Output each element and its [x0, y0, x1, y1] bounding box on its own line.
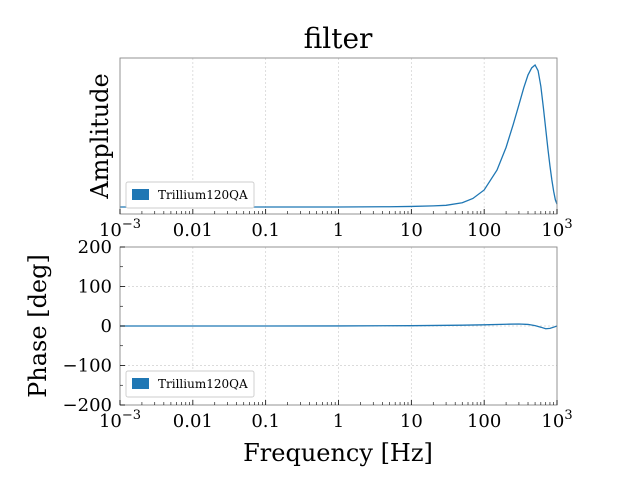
phase-x-axis-label: Frequency [Hz]: [243, 439, 433, 467]
chart-title: filter: [304, 22, 373, 55]
x-tick-exponent: 3: [564, 217, 572, 232]
amplitude-y-axis-label: Amplitude: [86, 73, 114, 199]
y-tick-label: −100: [63, 356, 112, 377]
phase-legend-swatch: [132, 378, 149, 389]
x-tick-exponent: −3: [122, 217, 141, 232]
y-tick-label: 0: [101, 316, 112, 337]
phase-series-line: [120, 323, 558, 330]
x-tick-label: 0.01: [173, 411, 213, 432]
amplitude-legend: Trillium120QA: [125, 181, 255, 209]
x-tick-label: 1: [333, 411, 344, 432]
x-tick-exponent: −3: [122, 408, 141, 423]
amplitude-panel: filter 10−3 0.01 0.1 1 10 100 103 Amplitude Tr…: [86, 22, 573, 241]
x-tick-label: 103: [541, 217, 572, 241]
amplitude-legend-label: Trillium120QA: [158, 188, 248, 202]
y-tick-label: 200: [78, 237, 112, 258]
x-tick-label: 0.01: [173, 220, 213, 241]
x-tick-label: 0.1: [251, 411, 280, 432]
phase-x-ticks: 10−3 0.01 0.1 1 10 100 103: [99, 400, 573, 432]
y-tick-label: −200: [63, 395, 112, 416]
x-tick-label: 0.1: [251, 220, 280, 241]
y-tick-label: 100: [78, 277, 112, 298]
x-tick-label: 103: [541, 408, 572, 432]
phase-panel: 10−3 0.01 0.1 1 10 100 103 200 100 0 −100 −200 Pha…: [24, 237, 573, 467]
x-tick-label: 100: [467, 220, 501, 241]
phase-y-ticks: 200 100 0 −100 −200: [63, 237, 125, 416]
phase-legend-box: [125, 370, 255, 398]
x-tick-exponent: 3: [564, 408, 572, 423]
phase-y-axis-label: Phase [deg]: [24, 254, 52, 398]
amplitude-legend-swatch: [132, 189, 149, 200]
amplitude-legend-box: [125, 181, 255, 209]
x-tick-label: 1: [333, 220, 344, 241]
x-tick-label: 100: [467, 411, 501, 432]
phase-legend: Trillium120QA: [125, 370, 255, 398]
x-tick-label: 10−3: [99, 217, 141, 241]
amplitude-x-ticks: 10−3 0.01 0.1 1 10 100 103: [99, 209, 573, 241]
amplitude-series-line: [120, 63, 558, 208]
phase-legend-label: Trillium120QA: [158, 377, 248, 391]
x-tick-label: 10: [400, 220, 423, 241]
x-tick-label: 10: [400, 411, 423, 432]
x-tick-label: 10−3: [99, 408, 141, 432]
